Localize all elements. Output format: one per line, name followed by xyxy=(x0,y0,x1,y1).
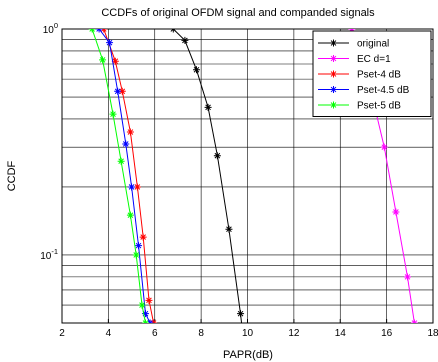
data-point xyxy=(133,183,141,191)
data-point xyxy=(403,273,411,281)
data-point xyxy=(241,341,248,348)
chart-title: CCDFs of original OFDM signal and compan… xyxy=(101,7,375,19)
data-point xyxy=(139,233,147,241)
data-point xyxy=(126,128,134,136)
axis-ticks: 2 4 6 8 10 12 14 16 18 100 10-1 xyxy=(40,21,438,339)
legend-label: Pset-4 dB xyxy=(357,70,401,81)
legend-swatch-marker xyxy=(330,39,337,47)
data-point xyxy=(225,225,233,233)
data-point xyxy=(392,208,400,216)
data-point xyxy=(126,211,134,219)
legend-swatch-marker xyxy=(330,101,337,109)
data-point xyxy=(169,29,177,33)
x-tick-label: 2 xyxy=(59,328,65,339)
x-tick-label: 8 xyxy=(198,328,204,339)
data-point xyxy=(237,310,245,318)
x-tick-label: 16 xyxy=(381,328,393,339)
x-tick-label: 18 xyxy=(427,328,438,339)
data-point xyxy=(141,319,149,323)
series-line-0 xyxy=(172,29,243,323)
y-tick-label: 100 xyxy=(43,21,58,36)
data-point xyxy=(145,296,153,304)
data-point xyxy=(380,143,388,151)
series-line-3 xyxy=(98,29,151,323)
legend-label: EC d=1 xyxy=(357,54,391,65)
data-point xyxy=(192,66,200,74)
legend-swatch-marker xyxy=(330,70,337,78)
series-line-4 xyxy=(91,29,146,323)
data-point xyxy=(138,301,146,309)
data-point xyxy=(95,29,103,33)
y-axis-label: CCDF xyxy=(6,160,18,191)
legend: original EC d=1 Pset-4 dB Pset-4.5 dB Pset-5… xyxy=(312,30,432,117)
data-point xyxy=(128,183,136,191)
x-tick-label: 10 xyxy=(242,328,254,339)
legend-label: Pset-4.5 dB xyxy=(357,85,410,96)
data-point xyxy=(117,157,125,165)
x-axis-label: PAPR(dB) xyxy=(223,349,273,361)
legend-label: original xyxy=(357,39,389,50)
legend-label: Pset-5 dB xyxy=(357,101,401,112)
x-tick-label: 4 xyxy=(106,328,112,339)
legend-swatch-marker xyxy=(330,55,337,62)
legend-swatch-marker xyxy=(330,86,337,93)
data-point xyxy=(141,310,149,318)
data-point xyxy=(88,29,96,33)
data-point xyxy=(181,36,189,44)
data-point xyxy=(410,319,418,323)
data-point xyxy=(114,87,122,95)
y-tick-label: 10-1 xyxy=(40,247,58,262)
series-line-2 xyxy=(103,29,155,323)
data-point xyxy=(204,103,212,111)
x-tick-label: 6 xyxy=(152,328,158,339)
data-point xyxy=(109,110,117,118)
x-tick-label: 14 xyxy=(335,328,347,339)
data-point xyxy=(118,87,126,95)
data-point xyxy=(106,39,114,47)
series-lines xyxy=(88,29,418,348)
data-point xyxy=(122,140,130,148)
x-tick-label: 12 xyxy=(288,328,300,339)
data-point xyxy=(99,56,107,64)
data-point xyxy=(132,251,140,259)
data-point xyxy=(213,152,221,160)
data-point xyxy=(135,242,143,250)
data-point xyxy=(111,57,119,65)
